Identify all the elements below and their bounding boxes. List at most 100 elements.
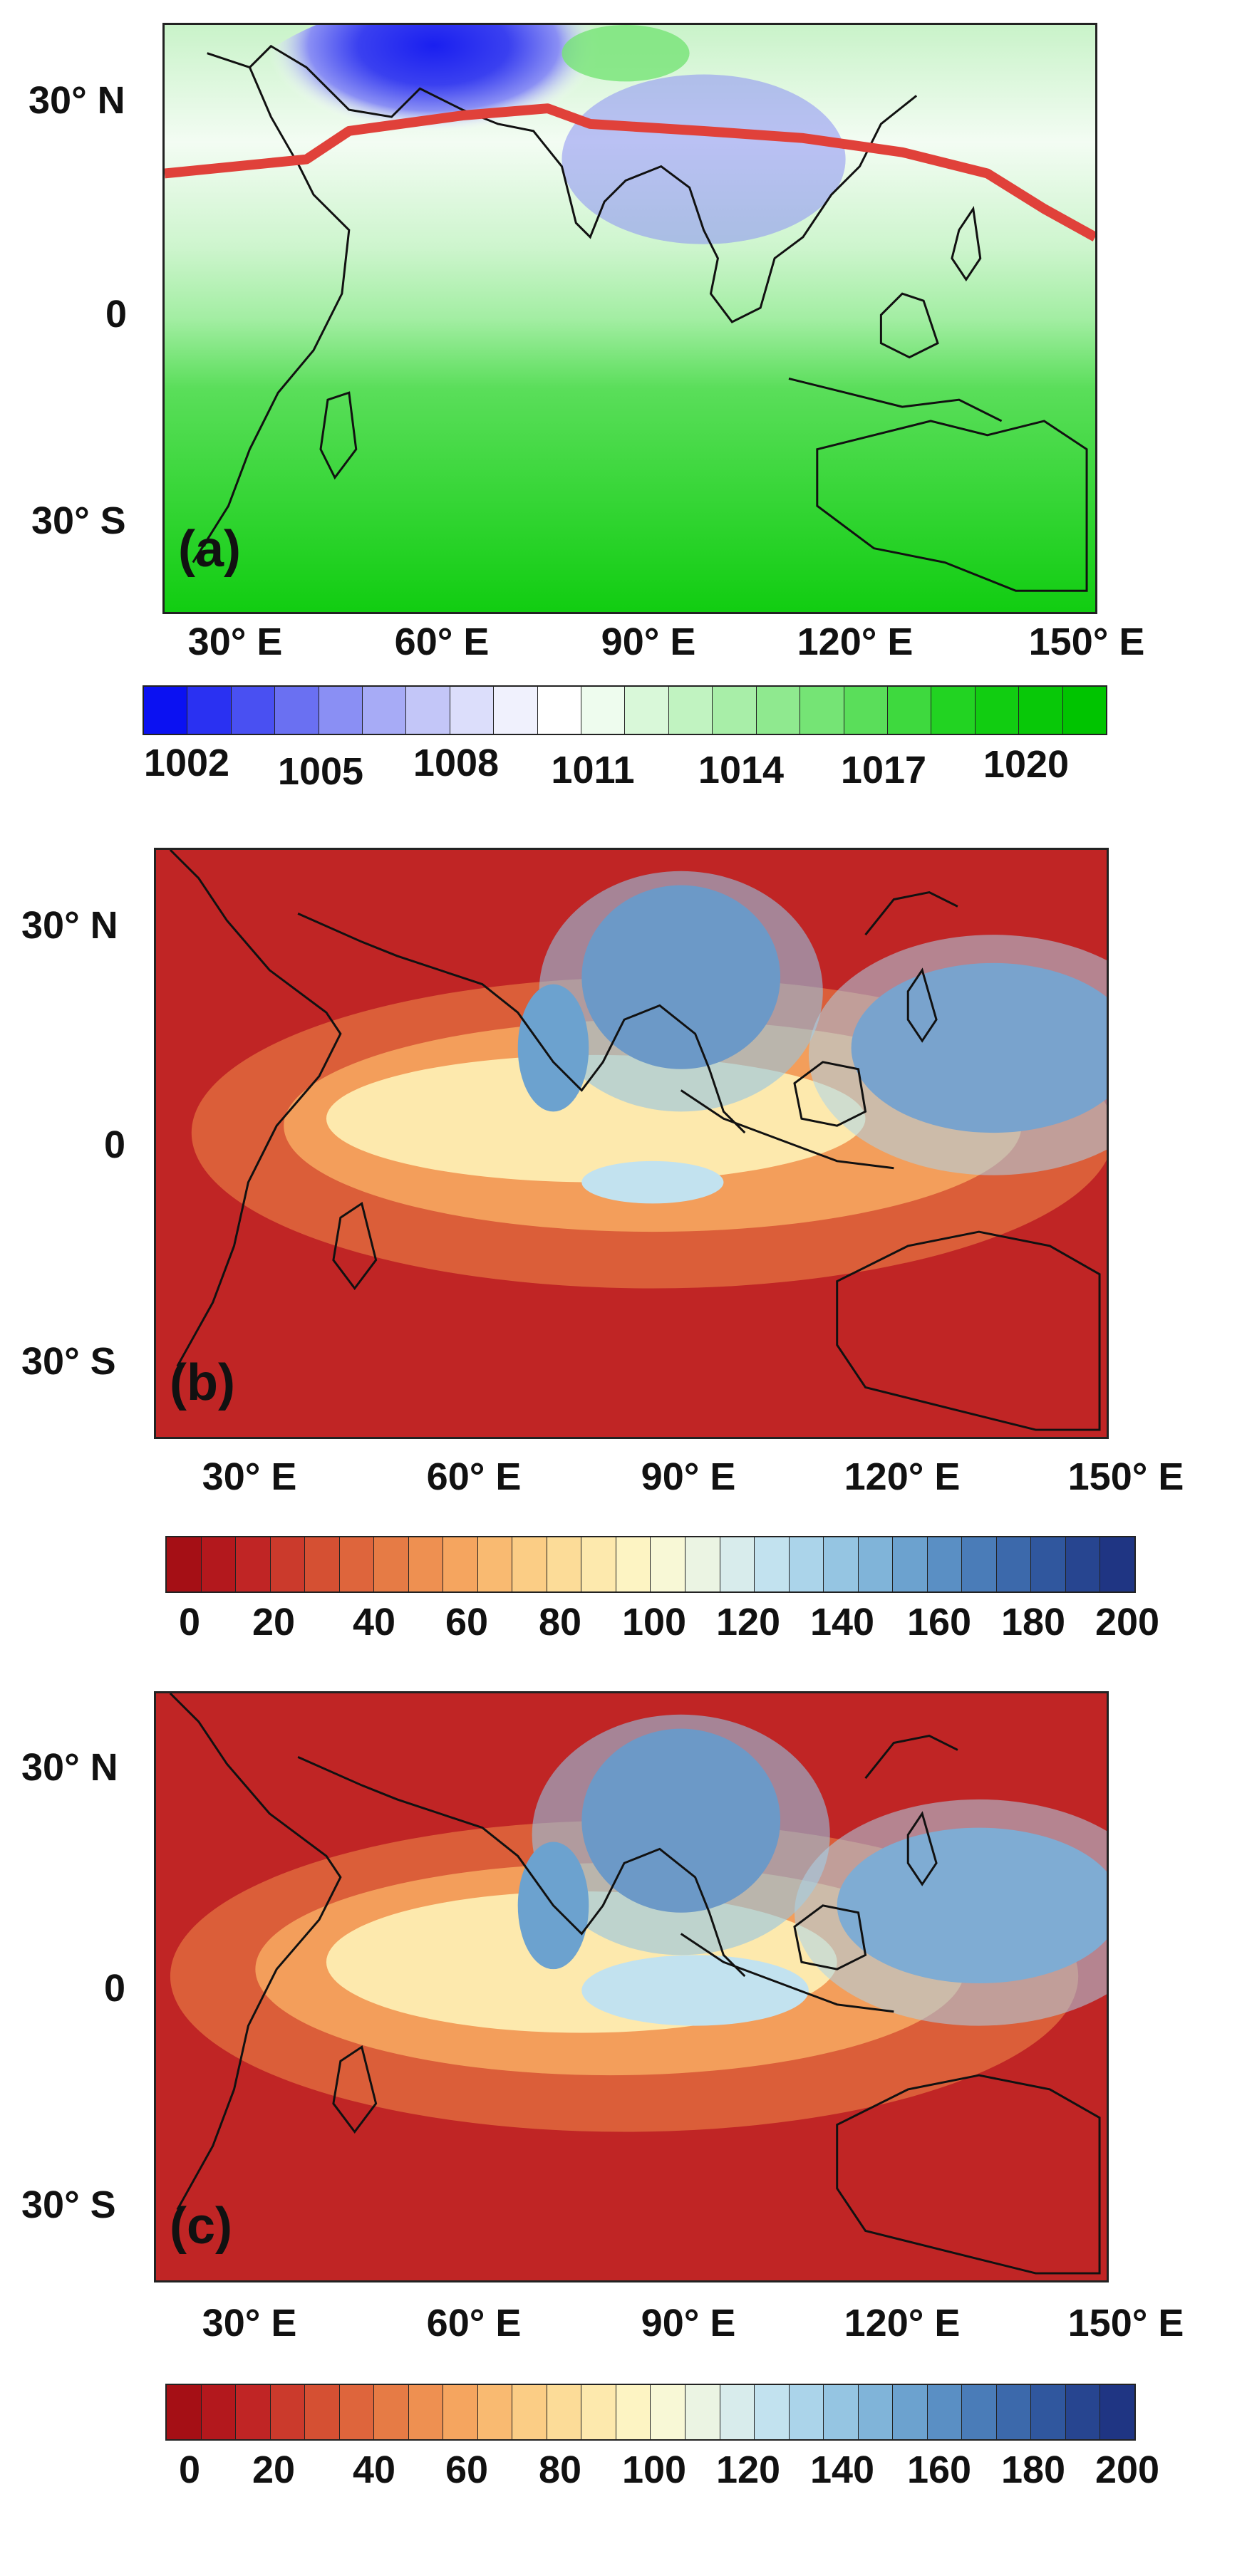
colorbar-cell bbox=[537, 687, 582, 734]
wet-bay-halo bbox=[539, 871, 823, 1112]
monsoon-trough-line bbox=[165, 103, 1095, 242]
lon-label-90e: 90° E bbox=[641, 1455, 736, 1498]
high-pressure-patch bbox=[562, 25, 690, 82]
coastlines bbox=[192, 44, 1088, 592]
colorbar-a-label: 1005 bbox=[277, 750, 364, 793]
panel-c: 30° N 0 30° S (c) 30° E 60° E 90° E 120°… bbox=[0, 1653, 1247, 2576]
wet-western-pacific-halo bbox=[795, 1799, 1107, 2026]
panel-letter-b: (b) bbox=[170, 1354, 235, 1411]
colorbar-cell bbox=[887, 687, 932, 734]
colorbar-cell bbox=[858, 1537, 894, 1591]
colorbar-cell bbox=[668, 687, 713, 734]
colorbar-cell bbox=[477, 1537, 513, 1591]
colorbar-cell bbox=[720, 1537, 755, 1591]
colorbar-cell bbox=[406, 687, 450, 734]
colorbar-cell bbox=[374, 1537, 409, 1591]
colorbar-cell bbox=[305, 1537, 340, 1591]
map-c bbox=[154, 1691, 1109, 2282]
colorbar-c-label: 140 bbox=[809, 2448, 875, 2491]
lat-label-0: 0 bbox=[104, 1967, 126, 2010]
lon-label-150e: 150° E bbox=[1067, 2302, 1184, 2344]
colorbar-b-label: 40 bbox=[352, 1601, 396, 1643]
colorbar-cell bbox=[800, 687, 844, 734]
colorbar-cell bbox=[305, 2385, 340, 2439]
lat-label-30n: 30° N bbox=[21, 904, 118, 947]
colorbar-cell bbox=[720, 2385, 755, 2439]
colorbar-cell bbox=[755, 2385, 790, 2439]
colorbar-c-label: 180 bbox=[1000, 2448, 1066, 2491]
wet-equatorial bbox=[581, 1955, 809, 2026]
lon-label-30e: 30° E bbox=[187, 620, 283, 663]
panel-letter-c: (c) bbox=[170, 2198, 232, 2255]
colorbar-cell bbox=[1031, 1537, 1066, 1591]
colorbar-b-label: 160 bbox=[906, 1601, 972, 1643]
colorbar-c-label: 160 bbox=[906, 2448, 972, 2491]
map-b bbox=[154, 848, 1109, 1439]
colorbar-b-label: 80 bbox=[538, 1601, 582, 1643]
colorbar-cell bbox=[236, 1537, 271, 1591]
colorbar-cell bbox=[581, 687, 626, 734]
colorbar-a-label: 1020 bbox=[983, 743, 1070, 786]
lat-label-30s: 30° S bbox=[31, 499, 126, 542]
colorbar-cell bbox=[962, 2385, 997, 2439]
coastlines-c bbox=[169, 1693, 1101, 2275]
colorbar-cell bbox=[625, 687, 669, 734]
colorbar-cell bbox=[270, 2385, 306, 2439]
colorbar-cell bbox=[477, 2385, 513, 2439]
colorbar-cell bbox=[231, 687, 276, 734]
colorbar-c-label: 120 bbox=[715, 2448, 781, 2491]
colorbar-c-label: 80 bbox=[538, 2448, 582, 2491]
lat-label-30s: 30° S bbox=[21, 1340, 116, 1383]
colorbar-a-label: 1008 bbox=[413, 742, 500, 784]
colorbar-c-label: 200 bbox=[1095, 2448, 1160, 2491]
colorbar-b bbox=[165, 1536, 1136, 1593]
colorbar-cell bbox=[1031, 2385, 1066, 2439]
colorbar-cell bbox=[443, 1537, 478, 1591]
lat-label-0: 0 bbox=[104, 1123, 126, 1166]
colorbar-cell bbox=[450, 687, 495, 734]
colorbar-cell bbox=[547, 1537, 582, 1591]
panel-a: 30° N 0 30° S (a) 30° E 60° E 90° E 120°… bbox=[0, 0, 1247, 812]
colorbar-cell bbox=[713, 687, 757, 734]
colorbar-cell bbox=[363, 687, 407, 734]
lon-label-90e: 90° E bbox=[601, 620, 696, 663]
colorbar-c-label: 60 bbox=[445, 2448, 489, 2491]
colorbar-cell bbox=[1065, 1537, 1101, 1591]
colorbar-cell bbox=[616, 2385, 651, 2439]
colorbar-c-label: 20 bbox=[252, 2448, 296, 2491]
colorbar-cell bbox=[616, 1537, 651, 1591]
lat-label-30n: 30° N bbox=[21, 1746, 118, 1789]
colorbar-b-label: 60 bbox=[445, 1601, 489, 1643]
lat-label-30s: 30° S bbox=[21, 2183, 116, 2226]
colorbar-b-label: 20 bbox=[252, 1601, 296, 1643]
colorbar-cell bbox=[996, 1537, 1032, 1591]
map-a-svg bbox=[165, 25, 1095, 612]
colorbar-cell bbox=[339, 1537, 375, 1591]
wet-ghats bbox=[517, 984, 589, 1112]
colorbar-cell bbox=[824, 1537, 859, 1591]
colorbar-cell bbox=[581, 2385, 616, 2439]
colorbar-c-label: 40 bbox=[352, 2448, 396, 2491]
lon-label-150e: 150° E bbox=[1028, 620, 1145, 663]
lon-label-30e: 30° E bbox=[202, 1455, 297, 1498]
lon-label-120e: 120° E bbox=[844, 2302, 961, 2344]
colorbar-cell bbox=[789, 2385, 824, 2439]
map-a bbox=[162, 23, 1097, 614]
colorbar-cell bbox=[651, 2385, 685, 2439]
colorbar-a-label: 1002 bbox=[143, 742, 230, 784]
colorbar-cell bbox=[685, 2385, 720, 2439]
map-c-svg bbox=[156, 1693, 1107, 2280]
panel-letter-a: (a) bbox=[178, 521, 241, 578]
colorbar-b-label: 180 bbox=[1000, 1601, 1066, 1643]
colorbar-a-label: 1017 bbox=[840, 749, 927, 791]
lon-label-150e: 150° E bbox=[1067, 1455, 1184, 1498]
colorbar-c bbox=[165, 2384, 1136, 2441]
colorbar-cell bbox=[201, 1537, 237, 1591]
colorbar-cell bbox=[893, 1537, 928, 1591]
colorbar-c-label: 100 bbox=[621, 2448, 687, 2491]
colorbar-cell bbox=[755, 1537, 790, 1591]
colorbar-b-label: 120 bbox=[715, 1601, 781, 1643]
lon-label-30e: 30° E bbox=[202, 2302, 297, 2344]
colorbar-cell bbox=[685, 1537, 720, 1591]
colorbar-b-label: 0 bbox=[178, 1601, 201, 1643]
